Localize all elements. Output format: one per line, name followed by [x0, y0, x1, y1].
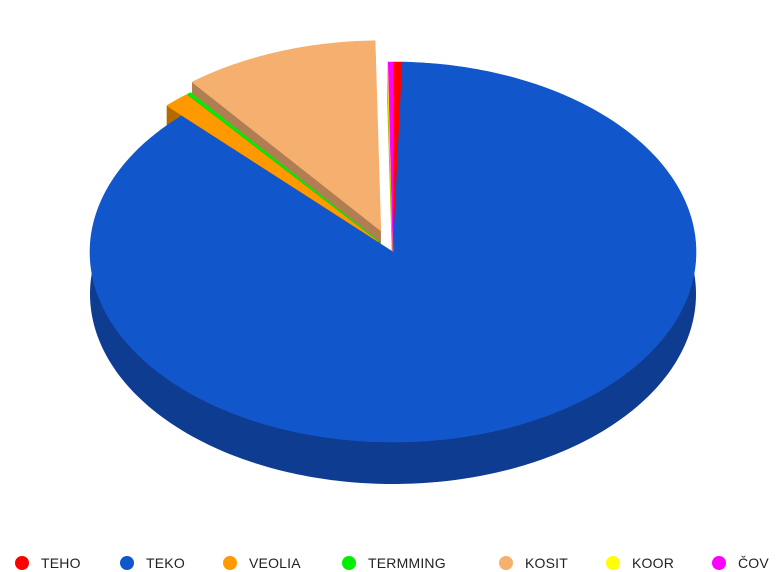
- legend-marker: [712, 556, 726, 570]
- legend-item-teho[interactable]: TEHO: [15, 554, 81, 572]
- legend-marker: [15, 556, 29, 570]
- legend-item-kosit[interactable]: KOSIT: [499, 554, 568, 572]
- legend-marker: [342, 556, 356, 570]
- legend-marker: [223, 556, 237, 570]
- legend-marker: [499, 556, 513, 570]
- pie-slice-ov[interactable]: [387, 61, 394, 253]
- legend-label: KOOR: [632, 555, 675, 571]
- pie-chart: [89, 40, 697, 485]
- legend-label: VEOLIA: [249, 555, 301, 571]
- pie-slice-kosit[interactable]: [191, 40, 382, 232]
- legend-label: TERMMING: [368, 555, 446, 571]
- pie-slice-termming[interactable]: [186, 92, 380, 242]
- pie-slice-teko[interactable]: [89, 61, 697, 443]
- legend-item-koor[interactable]: KOOR: [606, 554, 674, 572]
- legend-item-ov[interactable]: ČOV: [712, 554, 769, 572]
- legend-item-teko[interactable]: TEKO: [120, 554, 185, 572]
- pie-slice-veolia[interactable]: [166, 94, 379, 242]
- legend-marker: [120, 556, 134, 570]
- pie-tops: [89, 40, 697, 443]
- legend: TEHO TEKO VEOLIA TERMMING KOSIT KOOR ČOV: [0, 554, 778, 572]
- legend-label: TEHO: [41, 555, 81, 571]
- legend-label: ČOV: [738, 555, 769, 571]
- legend-label: TEKO: [146, 555, 185, 571]
- legend-item-veolia[interactable]: VEOLIA: [223, 554, 301, 572]
- legend-marker: [606, 556, 620, 570]
- legend-label: KOSIT: [525, 555, 569, 571]
- legend-item-termming[interactable]: TERMMING: [342, 554, 446, 572]
